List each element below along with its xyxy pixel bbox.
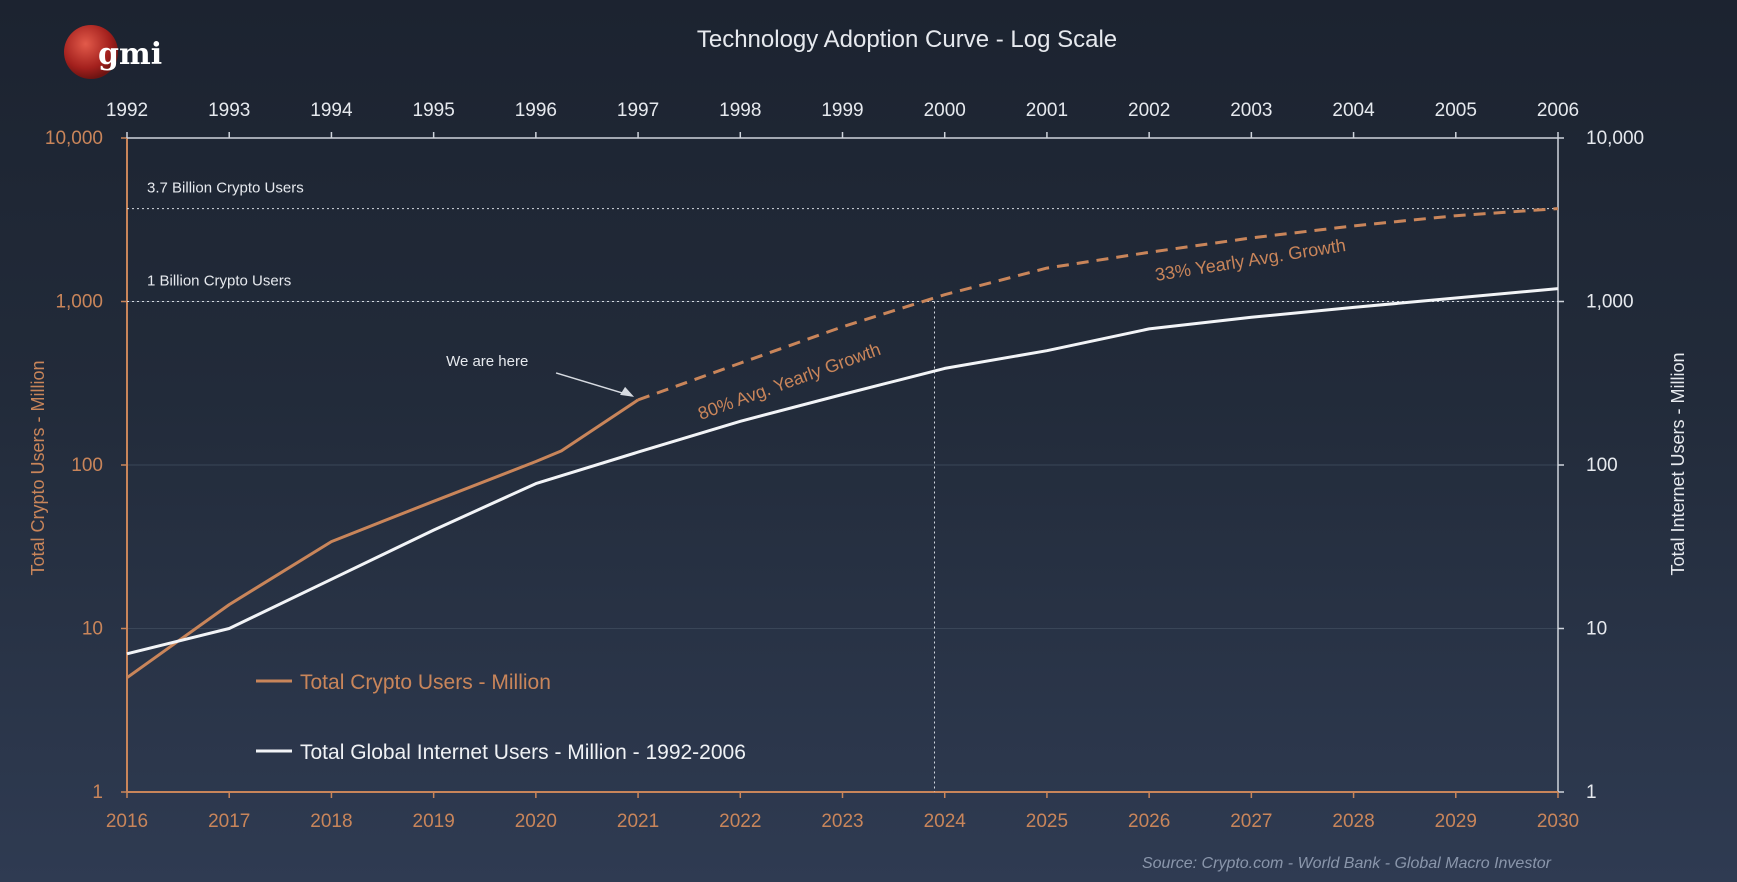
- x-tick-top-label: 2003: [1230, 100, 1272, 121]
- reference-lines: 3.7 Billion Crypto Users 1 Billion Crypto…: [127, 180, 1558, 792]
- x-tick-bottom-label: 2028: [1332, 811, 1374, 832]
- source-note: Source: Crypto.com - World Bank - Global…: [1142, 855, 1552, 872]
- legend-internet-label: Total Global Internet Users - Million - …: [300, 741, 746, 764]
- annotations: We are here 80% Avg. Yearly Growth 33% Yea…: [446, 235, 1347, 424]
- x-tick-top-label: 2006: [1537, 100, 1579, 121]
- legend: Total Crypto Users - Million Total Globa…: [256, 671, 746, 764]
- x-tick-top-label: 1993: [208, 100, 250, 121]
- x-tick-top-label: 1999: [821, 100, 863, 121]
- x-tick-bottom-label: 2029: [1435, 811, 1477, 832]
- x-tick-top-label: 1992: [106, 100, 148, 121]
- x-tick-bottom-label: 2026: [1128, 811, 1170, 832]
- x-tick-bottom-label: 2022: [719, 811, 761, 832]
- x-tick-top-label: 2001: [1026, 100, 1068, 121]
- globe-icon: [64, 25, 118, 79]
- y-tick-right-label: 1: [1586, 782, 1597, 803]
- x-tick-bottom-label: 2019: [413, 811, 455, 832]
- y-tick-left-label: 1: [92, 782, 103, 803]
- reference-line-label: 1 Billion Crypto Users: [147, 273, 291, 290]
- y-tick-left-label: 10,000: [45, 128, 103, 149]
- axes: 1 1 10 10 100 100 1,000 1,000 10,000 10,000 2016 20…: [45, 100, 1644, 832]
- x-tick-top-label: 2005: [1435, 100, 1477, 121]
- legend-crypto-label: Total Crypto Users - Million: [300, 671, 551, 694]
- x-tick-bottom-label: 2016: [106, 811, 148, 832]
- logo-text: gmi: [98, 37, 162, 72]
- x-tick-bottom-label: 2018: [310, 811, 352, 832]
- we-are-here-arrow-line: [555, 372, 633, 397]
- growth-33-label: 33% Yearly Avg. Growth: [1154, 235, 1348, 285]
- chart-title: Technology Adoption Curve - Log Scale: [697, 26, 1117, 53]
- series-line-internet: [126, 287, 1559, 656]
- x-tick-bottom-label: 2024: [924, 811, 967, 832]
- x-tick-top-label: 2004: [1332, 100, 1375, 121]
- x-tick-bottom-label: 2017: [208, 811, 250, 832]
- growth-80-label: 80% Avg. Yearly Growth: [695, 339, 883, 424]
- x-tick-top-label: 2002: [1128, 100, 1170, 121]
- x-tick-bottom-label: 2020: [515, 811, 557, 832]
- y-tick-right-label: 10: [1586, 619, 1607, 640]
- series-line-crypto-projected: [637, 207, 1559, 402]
- x-tick-top-label: 1997: [617, 100, 659, 121]
- y-tick-left-label: 100: [71, 455, 103, 476]
- x-tick-top-label: 1994: [310, 100, 353, 121]
- y-tick-right-label: 10,000: [1586, 128, 1644, 149]
- x-tick-bottom-label: 2030: [1537, 811, 1579, 832]
- y-tick-left-label: 1,000: [55, 292, 103, 313]
- x-tick-top-label: 2000: [924, 100, 966, 121]
- x-tick-top-label: 1996: [515, 100, 557, 121]
- y-tick-right-label: 100: [1586, 455, 1618, 476]
- x-tick-top-label: 1995: [413, 100, 455, 121]
- y-tick-right-label: 1,000: [1586, 292, 1634, 313]
- series-line-crypto: [126, 398, 639, 679]
- reference-line-label: 3.7 Billion Crypto Users: [147, 180, 304, 197]
- y-tick-left-label: 10: [82, 619, 103, 640]
- we-are-here-label: We are here: [446, 353, 528, 370]
- x-tick-bottom-label: 2027: [1230, 811, 1272, 832]
- y-axis-label-left: Total Crypto Users - Million: [28, 360, 48, 575]
- x-tick-bottom-label: 2023: [821, 811, 863, 832]
- x-tick-top-label: 1998: [719, 100, 761, 121]
- x-tick-bottom-label: 2025: [1026, 811, 1068, 832]
- series: [126, 207, 1559, 679]
- x-tick-bottom-label: 2021: [617, 811, 659, 832]
- y-axis-label-right: Total Internet Users - Million: [1668, 352, 1688, 575]
- gmi-logo: gmi: [64, 25, 162, 79]
- we-are-here-arrow-head: [620, 386, 635, 397]
